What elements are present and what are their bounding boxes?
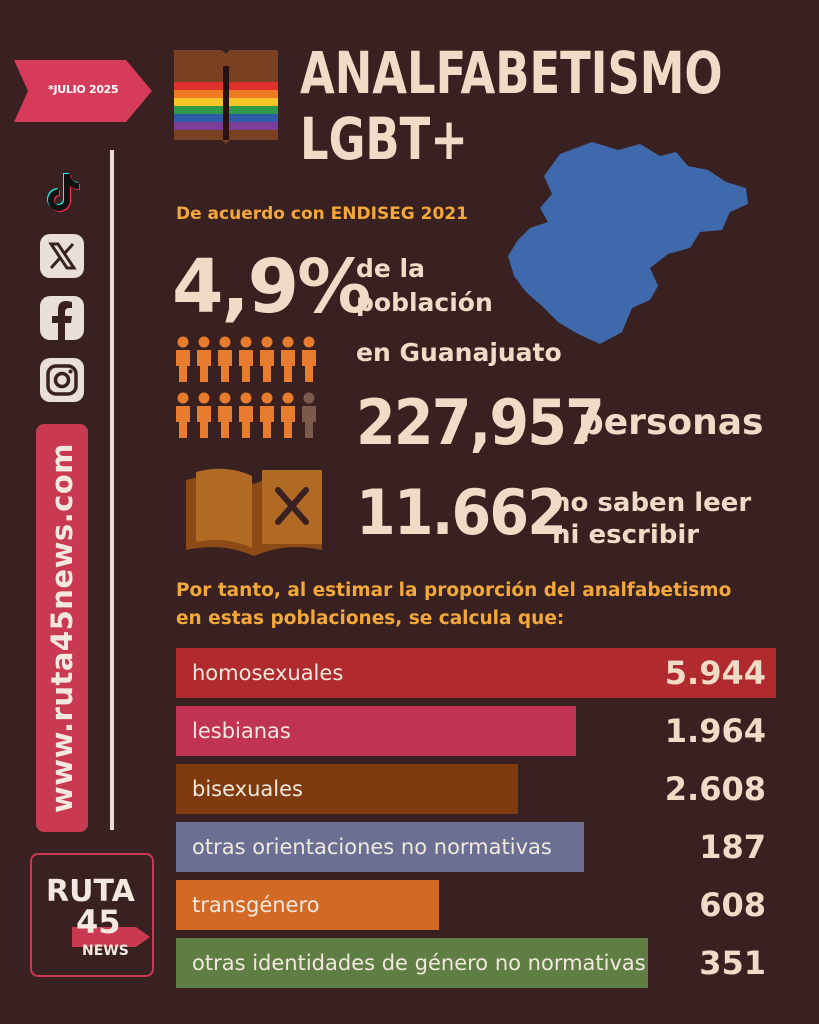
persons-label: personas [578,402,764,443]
intro-text-2: en estas poblaciones, se calcula que: [176,608,565,629]
logo-text-news: NEWS [82,943,129,959]
persons-count: 227,957 [356,386,605,459]
date-tag-arrow [14,60,152,122]
percent-caption-2: población [356,288,493,317]
title-line-1: ANALFABETISMO [300,39,723,107]
bar-0: homosexuales [176,648,776,698]
bar-value-5: 351 [699,944,766,982]
percent-caption-1: de la [356,254,425,283]
sidebar-divider [110,150,114,830]
website-url-box[interactable]: www.ruta45news.com [36,424,88,832]
bar-label-5: otras identidades de género no normativa… [192,951,646,975]
bar-4: transgénero [176,880,439,930]
illiterate-caption-1: no saben leer [552,488,752,518]
bar-label-1: lesbianas [192,719,291,743]
rainbow-book-icon [174,50,278,144]
bar-1: lesbianas [176,706,576,756]
logo-text-ruta: RUTA [46,874,135,909]
bar-5: otras identidades de género no normativa… [176,938,648,988]
illiterate-caption-2: ni escribir [552,520,700,550]
date-tag: *JULIO 2025 [14,60,152,122]
intro-text-1: Por tanto, al estimar la proporción del … [176,580,732,601]
bar-value-4: 608 [699,886,766,924]
guanajuato-map [508,142,748,344]
state-caption: en Guanajuato [356,338,562,367]
bar-label-3: otras orientaciones no normativas [192,835,552,859]
population-percent: 4,9% [172,244,371,330]
title-line-2: LGBT+ [300,105,468,173]
date-text: *JULIO 2025 [48,83,119,96]
instagram-icon[interactable] [38,356,86,404]
bar-label-2: bisexuales [192,777,303,801]
people-pictogram-icon [176,336,316,438]
book-cross-icon [186,468,322,556]
bar-chart: homosexuales 5.944 lesbianas 1.964 bisexuale… [176,648,776,988]
data-source: De acuerdo con ENDISEG 2021 [176,204,468,224]
logo-text-45: 45 [76,903,121,941]
bar-value-2: 2.608 [664,770,766,808]
bar-value-0: 5.944 [664,654,766,692]
page-title: ANALFABETISMO LGBT+ [300,40,723,172]
facebook-icon[interactable] [38,294,86,342]
bar-value-3: 187 [699,828,766,866]
illiterate-count: 11.662 [356,476,567,549]
tiktok-icon[interactable] [38,168,86,216]
bar-3: otras orientaciones no normativas [176,822,584,872]
bar-value-1: 1.964 [664,712,766,750]
x-icon[interactable] [38,232,86,280]
bar-label-0: homosexuales [192,661,344,685]
bar-label-4: transgénero [192,893,320,917]
bar-2: bisexuales [176,764,518,814]
website-url[interactable]: www.ruta45news.com [45,443,79,813]
ruta45-logo: RUTA 45 NEWS [30,853,154,977]
